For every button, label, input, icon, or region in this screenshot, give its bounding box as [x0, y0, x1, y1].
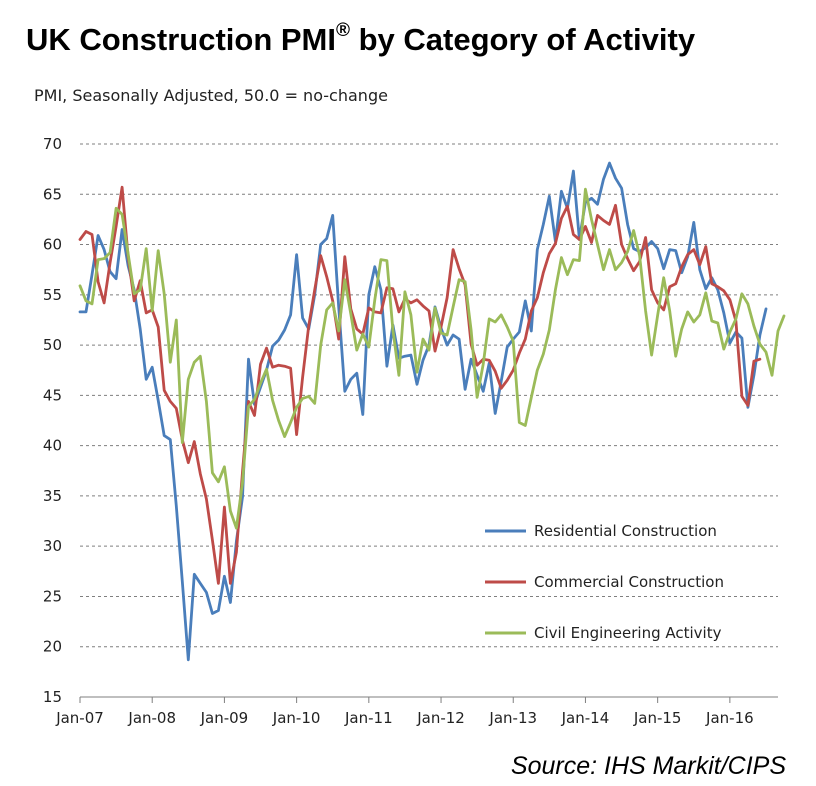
y-tick-label: 30: [43, 537, 62, 555]
legend-label: Commercial Construction: [534, 573, 724, 591]
x-tick-label: Jan-14: [561, 709, 610, 727]
title-rest: by Category of Activity: [350, 22, 696, 57]
x-tick-label: Jan-11: [344, 709, 393, 727]
y-tick-label: 20: [43, 638, 62, 656]
gridlines: [80, 143, 778, 648]
legend-label: Civil Engineering Activity: [534, 624, 722, 642]
x-axis: Jan-07 Jan-08 Jan-09 Jan-10 Jan-11 Jan-12 Jan-…: [55, 696, 778, 727]
x-tick-label: Jan-13: [488, 709, 537, 727]
chart-subtitle: PMI, Seasonally Adjusted, 50.0 = no-chan…: [34, 86, 388, 105]
source-note: Source: IHS Markit/CIPS: [510, 752, 786, 780]
series-line-0: [78, 161, 768, 662]
x-tick-label: Jan-08: [127, 709, 176, 727]
y-tick-label: 55: [43, 286, 62, 304]
registered-mark: ®: [336, 20, 350, 41]
y-tick-label: 25: [43, 587, 62, 605]
y-tick-label: 45: [43, 386, 62, 404]
y-tick-label: 65: [43, 185, 62, 203]
legend: Residential Construction Commercial Const…: [485, 522, 724, 642]
y-tick-label: 60: [43, 236, 62, 254]
series-line-1: [78, 185, 762, 585]
title-main: UK Construction PMI: [26, 22, 336, 57]
y-tick-label: 35: [43, 487, 62, 505]
x-tick-label: Jan-15: [633, 709, 682, 727]
x-tick-label: Jan-12: [416, 709, 465, 727]
x-tick-label: Jan-16: [705, 709, 754, 727]
series-line-2: [78, 187, 786, 530]
y-tick-label: 50: [43, 336, 62, 354]
chart-title: UK Construction PMI® by Category of Acti…: [26, 20, 696, 58]
x-tick-label: Jan-10: [272, 709, 321, 727]
x-tick-label: Jan-09: [200, 709, 249, 727]
x-tick-label: Jan-07: [55, 709, 104, 727]
series-lines: [78, 161, 786, 662]
y-tick-label: 15: [43, 688, 62, 706]
y-axis: 15 20 25 30 35 40 45 50 55 60 65 70: [43, 135, 62, 706]
legend-label: Residential Construction: [534, 522, 717, 540]
y-tick-label: 40: [43, 437, 62, 455]
y-tick-label: 70: [43, 135, 62, 153]
